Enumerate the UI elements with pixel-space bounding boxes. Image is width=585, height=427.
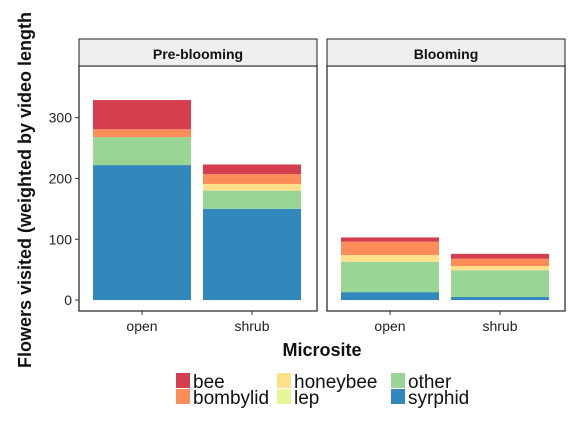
legend-item-bee: bee: [176, 372, 225, 393]
bar-segment-bombylid-open: [93, 129, 191, 138]
bar-segment-syrphid-open: [93, 165, 191, 301]
bar-segment-bee-shrub: [451, 253, 549, 259]
legend-label: honeybee: [294, 372, 377, 393]
legend-item-honeybee: honeybee: [277, 372, 377, 393]
y-tick-label: 0: [64, 292, 72, 308]
y-axis-title: Flowers visited (weighted by video lengt…: [15, 12, 35, 368]
bar-segment-other-shrub: [203, 190, 301, 209]
x-axis-title: Microsite: [282, 340, 361, 360]
panels-layer: Pre-blooming open shrub Blooming open shrub 0 1…: [49, 38, 566, 334]
legend-item-lep: lep: [277, 388, 319, 409]
legend-label: lep: [294, 388, 319, 409]
bar-segment-honeybee-shrub: [203, 183, 301, 191]
legend-swatch: [277, 373, 291, 388]
x-tick-label: shrub: [482, 318, 517, 334]
panel-title: Blooming: [414, 46, 479, 62]
y-tick-label: 100: [49, 231, 73, 247]
bar-segment-bombylid-shrub: [203, 174, 301, 184]
bar-segment-bee-open: [93, 100, 191, 130]
legend-item-bombylid: bombylid: [176, 388, 269, 409]
bar-segment-syrphid-shrub: [451, 297, 549, 301]
axis-layer: Microsite Flowers visited (weighted by v…: [15, 12, 362, 368]
bar-segment-honeybee-open: [341, 255, 439, 262]
bar-segment-bombylid-shrub: [451, 258, 549, 267]
legend-item-syrphid: syrphid: [391, 388, 469, 409]
bar-segment-bombylid-open: [341, 241, 439, 256]
legend-label: bee: [193, 372, 225, 393]
bar-segment-bee-open: [341, 237, 439, 242]
legend-label: syrphid: [408, 388, 469, 409]
panel-strip: [78, 38, 318, 67]
legend-swatch: [176, 389, 190, 404]
y-tick-label: 200: [49, 170, 73, 186]
panel-strip: [326, 38, 566, 67]
x-tick-label: open: [126, 318, 157, 334]
bar-segment-bee-shrub: [203, 164, 301, 175]
bar-segment-honeybee-shrub: [451, 266, 549, 271]
x-tick-label: open: [374, 318, 405, 334]
bar-segment-other-open: [341, 261, 439, 293]
panel-pre-blooming: Pre-blooming open shrub: [78, 38, 318, 334]
bar-segment-other-open: [93, 137, 191, 166]
panel-blooming: Blooming open shrub: [326, 38, 566, 334]
legend-label: other: [408, 372, 452, 393]
legend-swatch: [277, 389, 291, 404]
legend-item-other: other: [391, 372, 452, 393]
legend-swatch: [391, 389, 405, 404]
panel-title: Pre-blooming: [153, 46, 243, 62]
bar-segment-syrphid-shrub: [203, 208, 301, 301]
x-tick-label: shrub: [234, 318, 269, 334]
y-axis: 0 100 200 300: [49, 110, 79, 308]
legend-swatch: [176, 373, 190, 388]
legend-label: bombylid: [193, 388, 269, 409]
bar-segment-syrphid-open: [341, 292, 439, 301]
bar-segment-other-shrub: [451, 270, 549, 298]
y-tick-label: 300: [49, 110, 73, 126]
legend-swatch: [391, 373, 405, 388]
